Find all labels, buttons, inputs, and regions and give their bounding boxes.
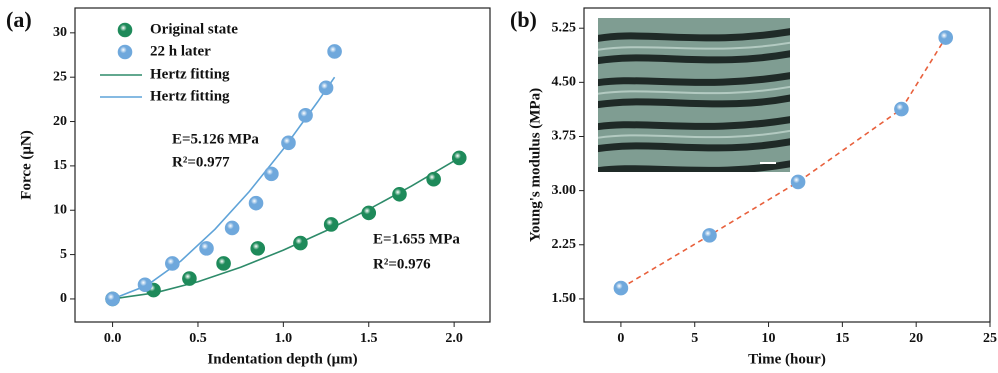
annotation: R²=0.977	[172, 154, 230, 170]
y-tick-label: 10	[53, 202, 67, 217]
y-tick-label: 5	[60, 247, 67, 262]
y-tick-label: 3.75	[552, 129, 577, 144]
point	[299, 108, 313, 122]
x-tick-label: 0.0	[104, 331, 122, 346]
legend-label: 22 h later	[150, 43, 211, 59]
point	[324, 217, 338, 231]
point	[452, 151, 466, 165]
y-tick-label: 15	[53, 158, 67, 173]
point	[791, 175, 805, 189]
panel-label: (a)	[6, 7, 32, 32]
annotation: R²=0.976	[373, 256, 431, 272]
point	[182, 272, 196, 286]
point	[217, 256, 231, 270]
inset-micrograph	[590, 18, 800, 172]
point	[281, 136, 295, 150]
point	[362, 206, 376, 220]
x-axis-label: Indentation depth (μm)	[207, 351, 357, 367]
legend-label: Hertz fitting	[150, 88, 230, 104]
panel-label: (b)	[510, 7, 537, 32]
x-axis-label: Time (hour)	[748, 351, 826, 367]
point	[319, 81, 333, 95]
point	[200, 241, 214, 255]
y-tick-label: 3.00	[552, 183, 577, 198]
x-tick-label: 0	[617, 331, 624, 346]
point	[939, 31, 953, 45]
y-axis-label: Force (μN)	[18, 130, 34, 199]
y-tick-label: 0	[60, 291, 67, 306]
annotation: E=1.655 MPa	[373, 231, 460, 247]
point	[702, 228, 716, 242]
y-tick-label: 4.50	[552, 75, 577, 90]
point	[614, 281, 628, 295]
point	[138, 278, 152, 292]
y-tick-label: 1.50	[552, 291, 577, 306]
y-tick-label: 30	[53, 25, 67, 40]
point	[427, 172, 441, 186]
annotation: E=5.126 MPa	[172, 131, 259, 147]
point	[328, 44, 342, 58]
x-tick-label: 20	[909, 331, 923, 346]
legend-label: Hertz fitting	[150, 66, 230, 82]
y-axis-label: Young's modulus (MPa)	[527, 88, 543, 242]
point	[165, 256, 179, 270]
line	[113, 158, 460, 299]
plot-frame	[75, 8, 490, 322]
point	[392, 187, 406, 201]
point	[293, 236, 307, 250]
x-tick-label: 25	[983, 331, 997, 346]
x-tick-label: 15	[835, 331, 849, 346]
y-tick-label: 20	[53, 114, 67, 129]
point	[106, 292, 120, 306]
point	[264, 167, 278, 181]
x-tick-label: 1.0	[275, 331, 293, 346]
x-tick-label: 10	[762, 331, 776, 346]
point	[225, 221, 239, 235]
chart: (a) (b) E=5.126 MPa R²=0.977 E=1.655 MPa…	[0, 0, 998, 373]
point	[249, 196, 263, 210]
x-tick-label: 2.0	[445, 331, 463, 346]
legend-marker	[118, 45, 132, 59]
point	[251, 241, 265, 255]
point	[894, 102, 908, 116]
x-tick-label: 1.5	[360, 331, 378, 346]
y-tick-label: 2.25	[552, 237, 577, 252]
legend-marker	[118, 23, 132, 37]
x-tick-label: 0.5	[189, 331, 207, 346]
y-tick-label: 25	[53, 69, 67, 84]
legend-label: Original state	[150, 21, 238, 37]
y-tick-label: 5.25	[552, 20, 577, 35]
page: (a) (b) E=5.126 MPa R²=0.977 E=1.655 MPa…	[0, 0, 998, 373]
x-tick-label: 5	[691, 331, 698, 346]
